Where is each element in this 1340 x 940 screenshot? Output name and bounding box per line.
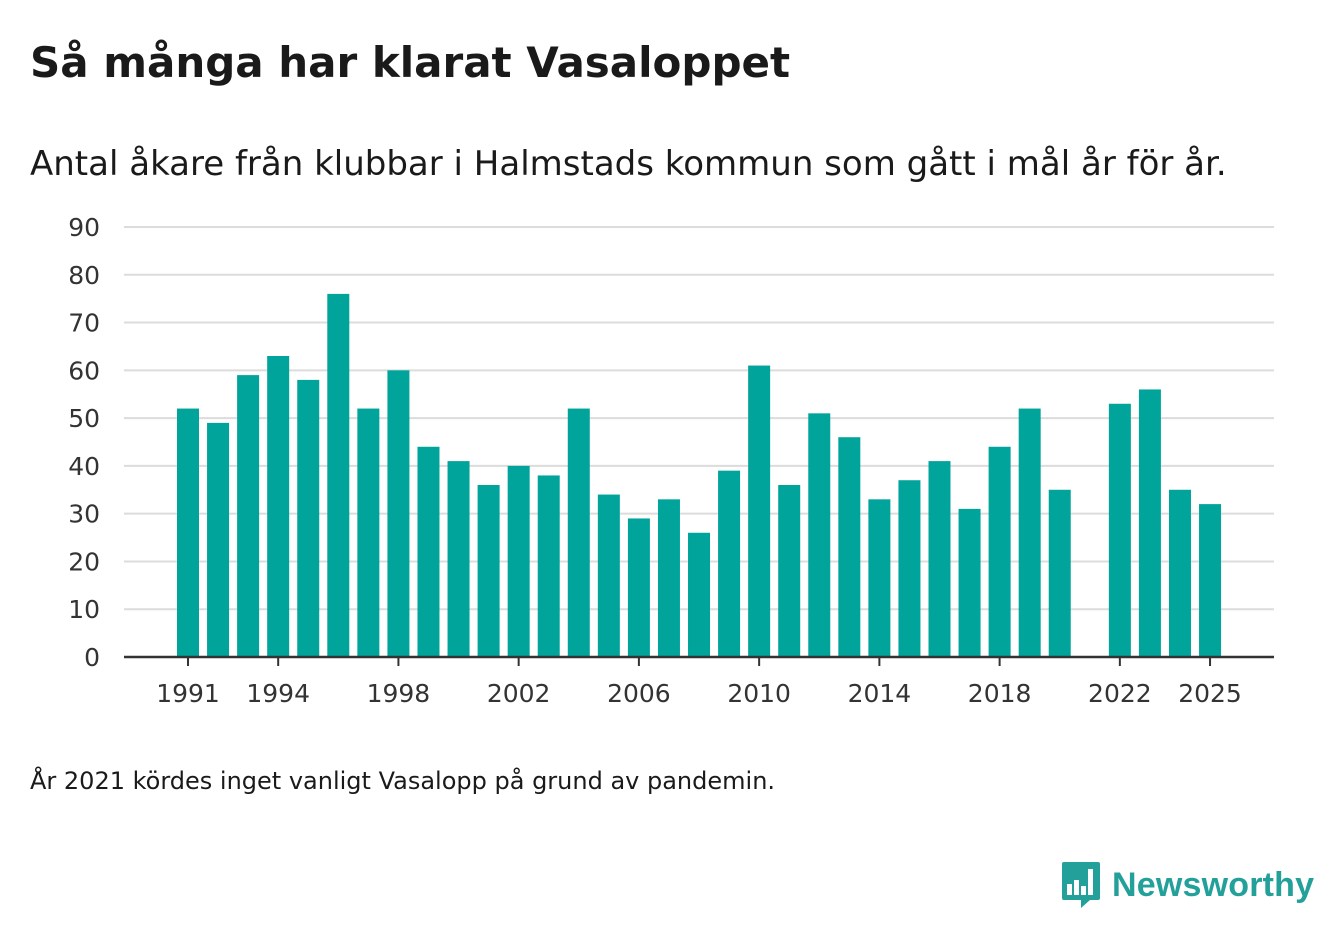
chart-subtitle: Antal åkare från klubbar i Halmstads kom…	[30, 144, 1227, 184]
x-tick-label: 2014	[848, 679, 912, 708]
bar-1996	[327, 293, 350, 657]
bar-2014	[868, 499, 891, 657]
y-tick-label: 20	[68, 547, 100, 576]
x-tick-label: 2025	[1178, 679, 1242, 708]
x-tick-label: 2010	[727, 679, 791, 708]
y-tick-label: 0	[84, 643, 100, 672]
bar-2018	[988, 446, 1011, 657]
bar-2024	[1168, 489, 1191, 657]
bar-2020	[1048, 489, 1071, 657]
bar-2016	[928, 461, 951, 657]
bar-1997	[357, 408, 380, 657]
x-tick-label: 1998	[367, 679, 431, 708]
bar-1994	[267, 356, 290, 657]
x-tick-label: 2018	[968, 679, 1032, 708]
bar-1992	[207, 422, 230, 657]
bar-2025	[1199, 504, 1222, 657]
bar-2006	[627, 518, 650, 657]
bar-2013	[838, 437, 861, 657]
bar-2023	[1138, 389, 1161, 657]
newsworthy-logo: Newsworthy	[1060, 860, 1314, 910]
bar-1995	[297, 379, 320, 657]
bar-2007	[657, 499, 680, 657]
x-tick-label: 1994	[246, 679, 310, 708]
bar-2001	[477, 485, 500, 657]
bar-2002	[507, 465, 530, 657]
bar-2008	[688, 532, 711, 657]
bar-2010	[748, 365, 771, 657]
bar-1991	[177, 408, 199, 657]
bar-2012	[808, 413, 831, 657]
bar-2015	[898, 480, 921, 657]
x-tick-label: 2002	[487, 679, 551, 708]
bar-2003	[537, 475, 560, 657]
y-tick-label: 60	[68, 356, 100, 385]
bar-1998	[387, 370, 410, 657]
y-tick-label: 50	[68, 404, 100, 433]
chart-footnote: År 2021 kördes inget vanligt Vasalopp på…	[30, 767, 776, 795]
bar-2000	[447, 461, 470, 657]
x-tick-label: 1991	[156, 679, 220, 708]
x-tick-label: 2006	[607, 679, 671, 708]
bar-chart-badge-icon	[1062, 862, 1100, 908]
bar-2011	[778, 485, 801, 657]
bar-2022	[1108, 403, 1131, 657]
y-tick-label: 70	[68, 309, 100, 338]
bar-1993	[237, 375, 260, 657]
y-tick-label: 90	[68, 213, 100, 242]
bar-2019	[1018, 408, 1041, 657]
y-tick-label: 80	[68, 261, 100, 290]
bar-2009	[718, 470, 741, 657]
chart-title: Så många har klarat Vasaloppet	[30, 38, 791, 87]
bar-2005	[597, 494, 620, 657]
y-tick-label: 30	[68, 500, 100, 529]
brand-name: Newsworthy	[1112, 865, 1315, 904]
bar-2017	[958, 508, 981, 657]
bar-1999	[417, 446, 440, 657]
y-tick-label: 10	[68, 595, 100, 624]
y-tick-label: 40	[68, 452, 100, 481]
x-tick-label: 2022	[1088, 679, 1152, 708]
bar-2004	[567, 408, 590, 657]
